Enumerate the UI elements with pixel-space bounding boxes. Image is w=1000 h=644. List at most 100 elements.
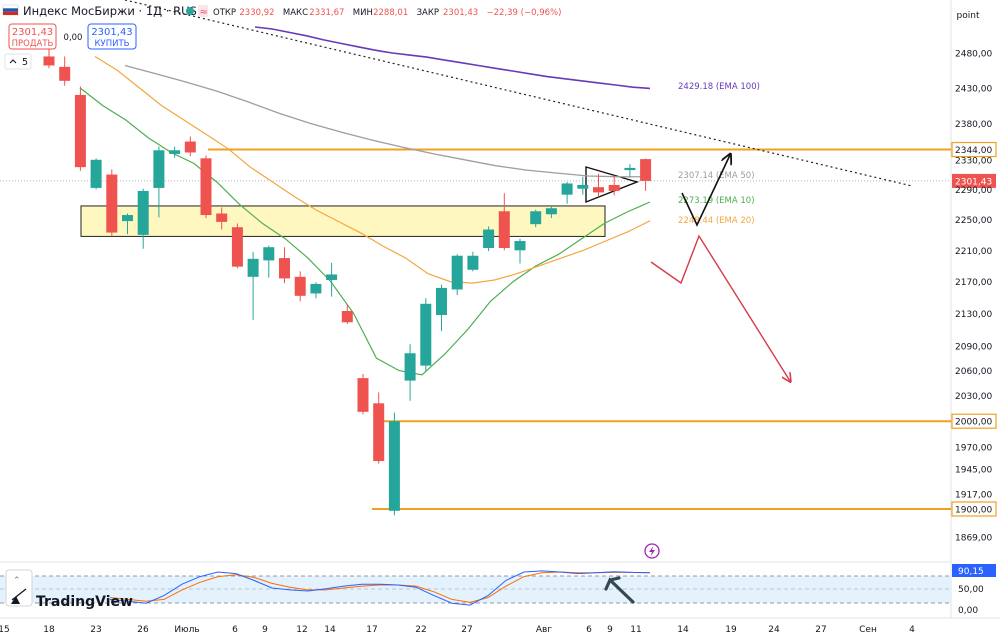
price-tick-label: 2330,00 <box>955 156 992 166</box>
ohlc-label: ЗАКР <box>417 8 439 18</box>
price-tick-label: 2250,00 <box>955 216 992 226</box>
last-price-label: 2301,43 <box>955 177 992 187</box>
candle-body <box>593 187 604 193</box>
candle-body <box>310 283 322 294</box>
price-tick-label: 2090,00 <box>955 342 992 352</box>
price-axis: 2480,00 2430,00 2380,00 2330,00 2290,00 2250,… <box>955 50 992 544</box>
candle-body <box>43 56 55 66</box>
indicators-count: 5 <box>22 57 28 68</box>
tilde-icon <box>198 5 208 17</box>
candle-body <box>294 276 306 296</box>
time-tick-label: Июль <box>174 625 199 635</box>
candle-body <box>373 403 385 462</box>
drawing-tool-panel <box>5 569 33 607</box>
ohlc-label: МАКС <box>283 8 308 18</box>
stoch-last-tag <box>952 564 996 577</box>
support-zone <box>80 205 606 237</box>
time-axis: 15 18 23 26 Июль 6 9 12 14 17 22 27 Авг 6 9 11 14 19 24 27 С… <box>0 625 915 635</box>
ema-value-label: 2307.14 (EMA 50) <box>678 171 755 181</box>
time-tick-label: 22 <box>415 625 426 635</box>
time-tick-label: 18 <box>43 625 55 635</box>
ema-line <box>254 26 651 90</box>
ohlc-value: 2331,67 <box>309 8 344 18</box>
candle-body <box>231 227 243 267</box>
ohlc-value: 2288,01 <box>373 8 408 18</box>
buy-label: КУПИТЬ <box>95 39 130 49</box>
candle-body <box>561 183 573 195</box>
time-tick-label: 9 <box>262 625 268 635</box>
time-tick-label: 6 <box>232 625 238 635</box>
candle-body <box>624 167 636 171</box>
time-tick-label: 26 <box>137 625 149 635</box>
candle-body <box>640 159 652 181</box>
candle-body <box>74 94 86 168</box>
ema-value-label: 2273.19 (EMA 10) <box>678 196 755 206</box>
candle-body <box>545 208 557 215</box>
price-tick-label: 2130,00 <box>955 310 992 320</box>
chevron-icon[interactable]: ⌃ <box>13 576 21 586</box>
candle-body <box>122 215 133 222</box>
ohlc-value: 2330,92 <box>239 8 274 18</box>
ohlc-value: 2301,43 <box>443 8 478 18</box>
annotation-arrow <box>604 576 635 604</box>
stochastic-pane: 90,15 50,00 0,00 <box>0 564 996 616</box>
price-tick-label: 2430,00 <box>955 84 992 94</box>
candle-body <box>514 241 526 251</box>
candle-body <box>388 421 400 511</box>
market-status-dot <box>186 7 194 15</box>
candle-body <box>530 211 542 225</box>
lightning-icon[interactable] <box>644 543 660 559</box>
level-price-label: 2344,00 <box>955 146 992 156</box>
price-tick-label: 1917,00 <box>955 490 992 500</box>
price-tick-label: 2060,00 <box>955 367 992 377</box>
buy-button[interactable]: 2301,43 КУПИТЬ <box>87 23 137 50</box>
trend-drawings: 2301,43 <box>0 0 996 204</box>
sell-button[interactable]: 2301,43 ПРОДАТЬ <box>8 23 57 50</box>
candle-body <box>200 158 212 216</box>
last-price-tag <box>952 173 996 188</box>
level-price-tag <box>951 501 997 517</box>
time-tick-label: 24 <box>768 625 780 635</box>
candle-body <box>436 287 447 316</box>
time-tick-label: 27 <box>815 625 826 635</box>
time-tick-label: 12 <box>296 625 307 635</box>
candle-body <box>59 66 71 81</box>
flag-stripe-red <box>3 11 18 15</box>
candle-body <box>169 150 181 154</box>
price-tick-label: 1869,00 <box>955 534 992 544</box>
symmetric-triangle <box>585 166 640 204</box>
candle-body <box>404 353 416 381</box>
stoch-last-label: 90,15 <box>958 567 984 577</box>
ohlc-label: МИН <box>353 8 373 18</box>
candle-body <box>247 258 259 277</box>
candle-body <box>498 211 510 248</box>
symbol-title[interactable]: Индекс МосБиржи · 1Д · RUS <box>23 4 197 18</box>
candle-body <box>184 141 196 153</box>
candle-body <box>451 255 463 290</box>
time-tick-label: 9 <box>607 625 613 635</box>
stoch-tick-label: 50,00 <box>958 585 984 595</box>
ema-line <box>124 64 651 178</box>
candle-body <box>483 229 495 248</box>
price-tick-label: 2480,00 <box>955 50 992 60</box>
time-tick-label: 23 <box>90 625 101 635</box>
candle-body <box>153 150 165 188</box>
level-price-label: 1900,00 <box>955 506 992 516</box>
candle-body <box>326 274 338 280</box>
sell-label: ПРОДАТЬ <box>12 39 54 49</box>
spread-value: 0,00 <box>64 33 83 43</box>
scale-mode[interactable]: point <box>957 11 980 21</box>
indicators-toggle[interactable]: 5 <box>4 53 32 70</box>
red-projection-arrow <box>650 234 790 381</box>
stoch-band <box>0 576 951 603</box>
ohlc-readout: ОТКР 2330,92 МАКС 2331,67 МИН 2288,01 ЗАКР 2301… <box>213 8 561 18</box>
candle-body <box>90 159 102 188</box>
pencil-icon[interactable] <box>11 588 27 601</box>
time-tick-label: 15 <box>0 625 10 635</box>
time-tick-label: Сен <box>859 625 877 635</box>
tradingview-logo: ⌃ TradingView <box>5 569 133 610</box>
stoch-tick-label: 0,00 <box>958 606 978 616</box>
candle-body <box>577 184 589 189</box>
